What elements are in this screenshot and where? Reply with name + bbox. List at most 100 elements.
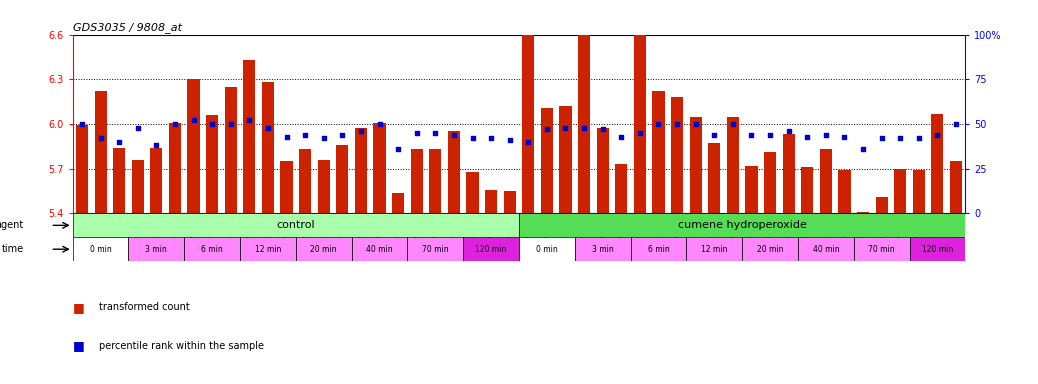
Text: cumene hydroperoxide: cumene hydroperoxide	[678, 220, 807, 230]
Bar	[671, 97, 683, 214]
Bar	[318, 160, 330, 214]
Point	[501, 137, 518, 143]
Bar	[631, 237, 686, 261]
Point	[390, 146, 407, 152]
Bar	[392, 192, 404, 214]
Bar	[950, 161, 962, 214]
Bar	[909, 237, 965, 261]
Bar	[634, 0, 646, 214]
Text: 6 min: 6 min	[648, 245, 670, 254]
Text: ■: ■	[73, 301, 84, 314]
Point	[427, 130, 443, 136]
Bar	[519, 214, 965, 237]
Point	[464, 135, 481, 141]
Bar	[742, 237, 798, 261]
Point	[873, 135, 890, 141]
Bar	[94, 91, 107, 214]
Bar	[559, 106, 572, 214]
Text: 120 min: 120 min	[475, 245, 507, 254]
Text: 20 min: 20 min	[757, 245, 784, 254]
Bar	[854, 237, 909, 261]
Point	[167, 121, 184, 127]
Bar	[280, 161, 293, 214]
Bar	[541, 108, 553, 214]
Point	[111, 139, 128, 145]
Text: transformed count: transformed count	[99, 302, 189, 312]
Bar	[151, 148, 162, 214]
Text: 6 min: 6 min	[201, 245, 223, 254]
Bar	[839, 170, 850, 214]
Bar	[76, 126, 88, 214]
Text: 3 min: 3 min	[145, 245, 167, 254]
Bar	[708, 143, 720, 214]
Point	[706, 132, 722, 138]
Bar	[224, 87, 237, 214]
Point	[74, 121, 90, 127]
Bar	[783, 134, 795, 214]
Point	[539, 126, 555, 132]
Point	[334, 132, 351, 138]
Text: 70 min: 70 min	[422, 245, 448, 254]
Point	[520, 139, 537, 145]
Point	[130, 124, 146, 131]
Bar	[73, 214, 519, 237]
Bar	[653, 91, 664, 214]
Text: 3 min: 3 min	[592, 245, 613, 254]
Point	[185, 118, 201, 124]
Point	[892, 135, 908, 141]
Bar	[73, 237, 129, 261]
Text: time: time	[1, 244, 24, 254]
Bar	[188, 79, 199, 214]
Text: 0 min: 0 min	[89, 245, 111, 254]
Text: 120 min: 120 min	[922, 245, 953, 254]
Text: 0 min: 0 min	[536, 245, 557, 254]
Point	[781, 128, 797, 134]
Bar	[616, 164, 627, 214]
Bar	[820, 149, 831, 214]
Point	[222, 121, 239, 127]
Point	[92, 135, 109, 141]
Text: 40 min: 40 min	[813, 245, 839, 254]
Bar	[463, 237, 519, 261]
Bar	[798, 237, 854, 261]
Point	[929, 132, 946, 138]
Bar	[764, 152, 776, 214]
Bar	[597, 129, 608, 214]
Text: 70 min: 70 min	[869, 245, 895, 254]
Point	[408, 130, 425, 136]
Bar	[876, 197, 887, 214]
Point	[260, 124, 276, 131]
Bar	[299, 149, 311, 214]
Text: agent: agent	[0, 220, 24, 230]
Bar	[243, 60, 255, 214]
Bar	[113, 148, 126, 214]
Point	[595, 126, 611, 132]
Bar	[355, 129, 367, 214]
Bar	[894, 169, 906, 214]
Point	[316, 135, 332, 141]
Text: control: control	[276, 220, 316, 230]
Bar	[686, 237, 742, 261]
Point	[445, 132, 462, 138]
Bar	[185, 237, 240, 261]
Bar	[447, 131, 460, 214]
Bar	[575, 237, 631, 261]
Bar	[801, 167, 814, 214]
Bar	[129, 237, 185, 261]
Point	[948, 121, 964, 127]
Point	[910, 135, 927, 141]
Point	[631, 130, 648, 136]
Point	[576, 124, 593, 131]
Point	[613, 133, 630, 139]
Bar	[430, 149, 441, 214]
Text: GDS3035 / 9808_at: GDS3035 / 9808_at	[73, 22, 182, 33]
Bar	[578, 0, 591, 214]
Bar	[296, 237, 352, 261]
Point	[762, 132, 778, 138]
Point	[743, 132, 760, 138]
Text: 40 min: 40 min	[366, 245, 392, 254]
Point	[203, 121, 220, 127]
Point	[818, 132, 835, 138]
Point	[725, 121, 741, 127]
Bar	[169, 122, 181, 214]
